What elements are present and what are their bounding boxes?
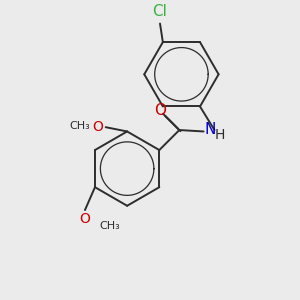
Text: N: N	[205, 122, 216, 137]
Text: H: H	[214, 128, 225, 142]
Text: O: O	[92, 120, 104, 134]
Text: O: O	[154, 103, 166, 118]
Text: CH₃: CH₃	[99, 221, 120, 231]
Text: Cl: Cl	[153, 4, 167, 19]
Text: CH₃: CH₃	[69, 121, 90, 131]
Text: O: O	[80, 212, 90, 226]
